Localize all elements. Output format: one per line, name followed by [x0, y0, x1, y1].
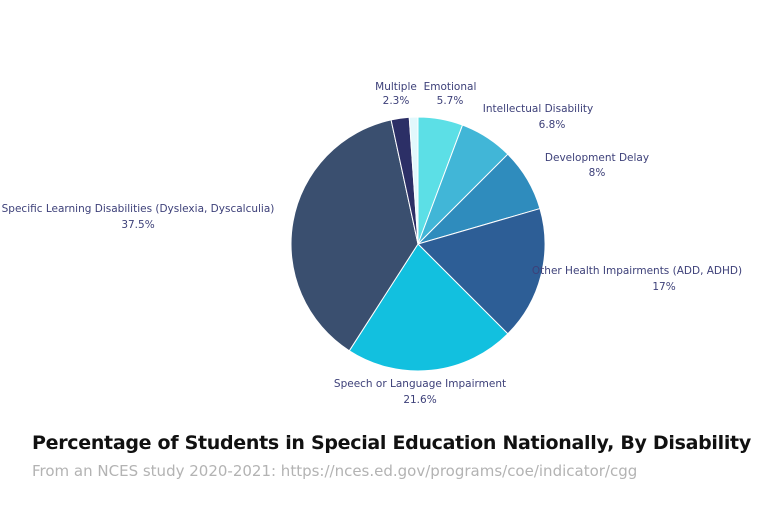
slice-label: Speech or Language Impairment: [334, 378, 506, 390]
slice-value-label: 2.3%: [383, 95, 410, 107]
slice-label: Emotional: [424, 81, 477, 93]
slice-label: Development Delay: [545, 152, 649, 164]
slice-label: Intellectual Disability: [483, 103, 594, 115]
pie-slice: [408, 116, 419, 245]
slice-value-label: 5.7%: [437, 95, 464, 107]
pie-slice: [348, 243, 509, 372]
slice-label: Other Health Impairments (ADD, ADHD): [532, 265, 742, 277]
slice-value-label: 8%: [589, 167, 606, 179]
slice-value-label: 37.5%: [121, 219, 154, 231]
slice-label: Multiple: [375, 81, 417, 93]
pie-slice: [417, 207, 546, 335]
pie-chart: Emotional 5.7% Intellectual Disability 6.8%…: [2, 81, 742, 406]
chart-title: Percentage of Students in Special Educat…: [32, 432, 751, 454]
slice-label: Specific Learning Disabilities (Dyslexia…: [2, 203, 275, 215]
slice-value-label: 6.8%: [539, 119, 566, 131]
slice-value-label: 17%: [652, 281, 675, 293]
pie-slice: [290, 119, 419, 352]
slice-value-label: 21.6%: [403, 394, 436, 406]
chart-subtitle: From an NCES study 2020-2021: https://nc…: [32, 462, 638, 480]
